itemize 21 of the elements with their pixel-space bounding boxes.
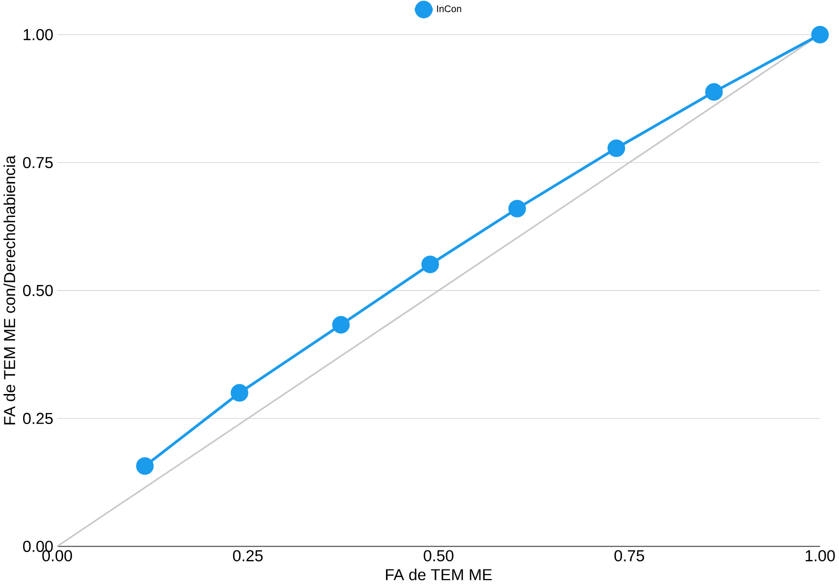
- y-tick-label: 0.25: [23, 412, 53, 424]
- y-tick-label: 1.00: [24, 29, 53, 40]
- x-tick-label: 0.00: [42, 550, 72, 562]
- point: [421, 256, 439, 274]
- x-tick-label: 0.50: [424, 550, 454, 562]
- point: [608, 140, 626, 158]
- point: [136, 457, 154, 475]
- y-tick-label: 0.00: [23, 540, 53, 552]
- y-axis-title: FA de TEM ME con/Derechohabiencia: [4, 155, 16, 424]
- x-axis-title: FA de TEM ME: [386, 568, 492, 580]
- x-tick-label: 0.25: [233, 550, 263, 562]
- point: [332, 316, 350, 334]
- y-tick-label: 0.50: [23, 284, 53, 296]
- legend-label: InCon: [437, 5, 462, 12]
- point: [811, 26, 829, 44]
- point: [230, 384, 248, 402]
- point: [705, 83, 723, 101]
- x-tick-label: 0.75: [614, 550, 644, 562]
- y-tick-label: 0.75: [23, 157, 53, 168]
- point: [508, 200, 526, 218]
- x-tick-label: 1.00: [806, 550, 835, 562]
